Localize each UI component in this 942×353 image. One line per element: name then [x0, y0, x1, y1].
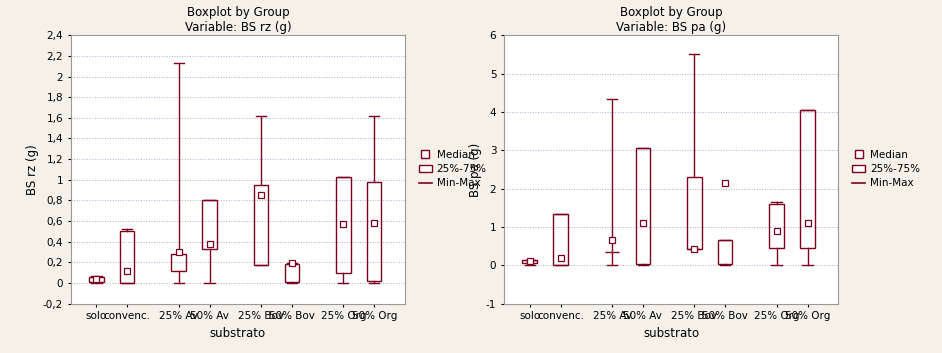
Bar [120, 231, 135, 283]
Bar [801, 110, 815, 248]
Y-axis label: BS pa (g): BS pa (g) [469, 142, 481, 197]
Bar [687, 177, 702, 249]
Bar [171, 254, 186, 270]
Bar [284, 264, 299, 282]
Legend: Median, 25%-75%, Min-Max: Median, 25%-75%, Min-Max [851, 148, 922, 190]
Bar [89, 277, 104, 282]
X-axis label: substrato: substrato [643, 327, 699, 340]
Bar [523, 259, 537, 263]
Bar [203, 201, 217, 249]
Bar [718, 240, 732, 264]
Title: Boxplot by Group
Variable: BS pa (g): Boxplot by Group Variable: BS pa (g) [616, 6, 726, 34]
Bar [336, 176, 350, 273]
Legend: Median, 25%-75%, Min-Max: Median, 25%-75%, Min-Max [417, 148, 489, 190]
Title: Boxplot by Group
Variable: BS rz (g): Boxplot by Group Variable: BS rz (g) [185, 6, 291, 34]
Bar [636, 148, 650, 264]
Bar [553, 214, 568, 265]
Bar [367, 182, 382, 281]
Y-axis label: BS rz (g): BS rz (g) [25, 144, 39, 195]
Bar [770, 204, 784, 248]
Bar [253, 185, 268, 265]
X-axis label: substrato: substrato [210, 327, 266, 340]
